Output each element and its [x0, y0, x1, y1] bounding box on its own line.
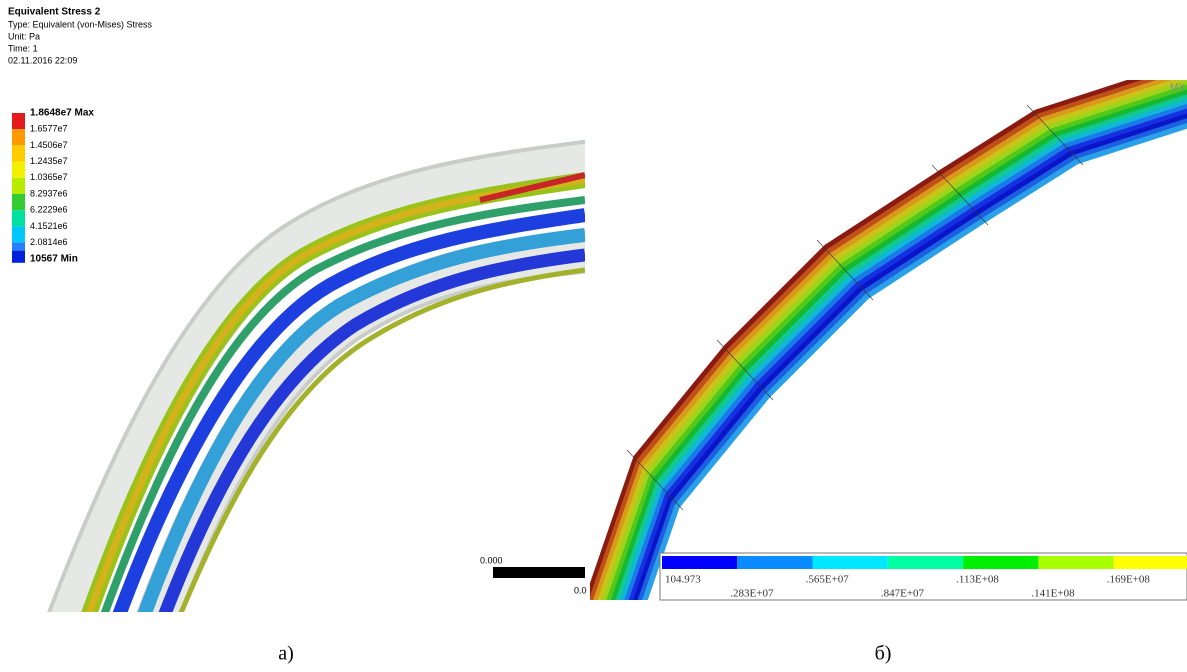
legend-label: 4.1521e6 [30, 221, 68, 231]
corner-label: MX [1170, 83, 1185, 94]
legend-swatch [812, 556, 888, 569]
info-block: Type: Equivalent (von-Mises) Stress Unit:… [8, 19, 153, 65]
legend-swatch [12, 145, 25, 162]
legend-swatch [737, 556, 813, 569]
caption: а) [278, 643, 294, 665]
legend-label: .169E+08 [1107, 574, 1151, 586]
caption: б) [875, 643, 892, 665]
legend-label: 1.4506e7 [30, 140, 68, 150]
tube-band [628, 108, 1187, 600]
legend-swatch [887, 556, 964, 569]
legend-label: .283E+07 [730, 588, 774, 600]
legend-label: 104.973 [665, 574, 701, 586]
legend-label: .141E+08 [1031, 588, 1075, 600]
legend-label: 2.0814e6 [30, 237, 68, 247]
info-line: Type: Equivalent (von-Mises) Stress [8, 19, 153, 29]
legend-swatch [1038, 556, 1114, 569]
legend-label: .565E+07 [806, 574, 850, 586]
legend-swatch [12, 210, 25, 227]
legend-swatch [12, 161, 25, 178]
element-edge [626, 449, 684, 511]
tube-band [601, 80, 1187, 600]
element-edge [1026, 104, 1084, 166]
element-edge [816, 239, 874, 301]
right-legend: 104.973 .283E+07 .565E+07 .847E+07 .113E+08.… [659, 552, 1187, 601]
right-model [590, 80, 1187, 600]
info-line: Time: 1 [8, 43, 38, 53]
legend-swatch [662, 556, 738, 569]
legend-label: 10567 Min [30, 253, 78, 264]
legend-label: 1.8648e7 Max [30, 108, 94, 119]
tube-band [593, 80, 1175, 600]
tube-band [619, 98, 1187, 600]
legend-label: 8.2937e6 [30, 188, 68, 198]
info-line: 02.11.2016 22:09 [8, 55, 77, 65]
legend-label: 1.6577e7 [30, 124, 68, 134]
scale-label: 0.0 [574, 585, 587, 595]
legend-swatch [12, 250, 25, 263]
info-line: Unit: Pa [8, 31, 40, 41]
tube-band [624, 103, 1187, 600]
tube-band [637, 118, 1187, 600]
legend-swatch [12, 226, 25, 243]
legend-swatch [12, 129, 25, 146]
legend-label: 1.2435e7 [30, 156, 68, 166]
element-edge [931, 164, 989, 226]
scale-label: 0.000 [480, 555, 503, 565]
legend-title: Equivalent Stress 2 [8, 7, 101, 18]
legend-swatch [1113, 556, 1187, 569]
tube-band [597, 80, 1187, 600]
legend-swatch [963, 556, 1039, 569]
legend-label: .113E+08 [956, 574, 999, 586]
legend-swatch [12, 113, 25, 130]
left-legend: 1.8648e7 Max 1.6577e7 1.4506e7 1.2435e7 1.03… [12, 108, 94, 264]
tube-band [590, 80, 1160, 600]
legend-label: 1.0365e7 [30, 172, 68, 182]
element-edge [716, 339, 774, 401]
legend-label: 6.2229e6 [30, 205, 68, 215]
legend-swatch [12, 194, 25, 211]
legend-label: .847E+07 [881, 588, 925, 600]
left-model [47, 139, 585, 612]
tube-band [641, 122, 1187, 600]
legend-swatch [12, 177, 25, 194]
tube-band [633, 113, 1187, 600]
tube-band [590, 80, 1145, 600]
